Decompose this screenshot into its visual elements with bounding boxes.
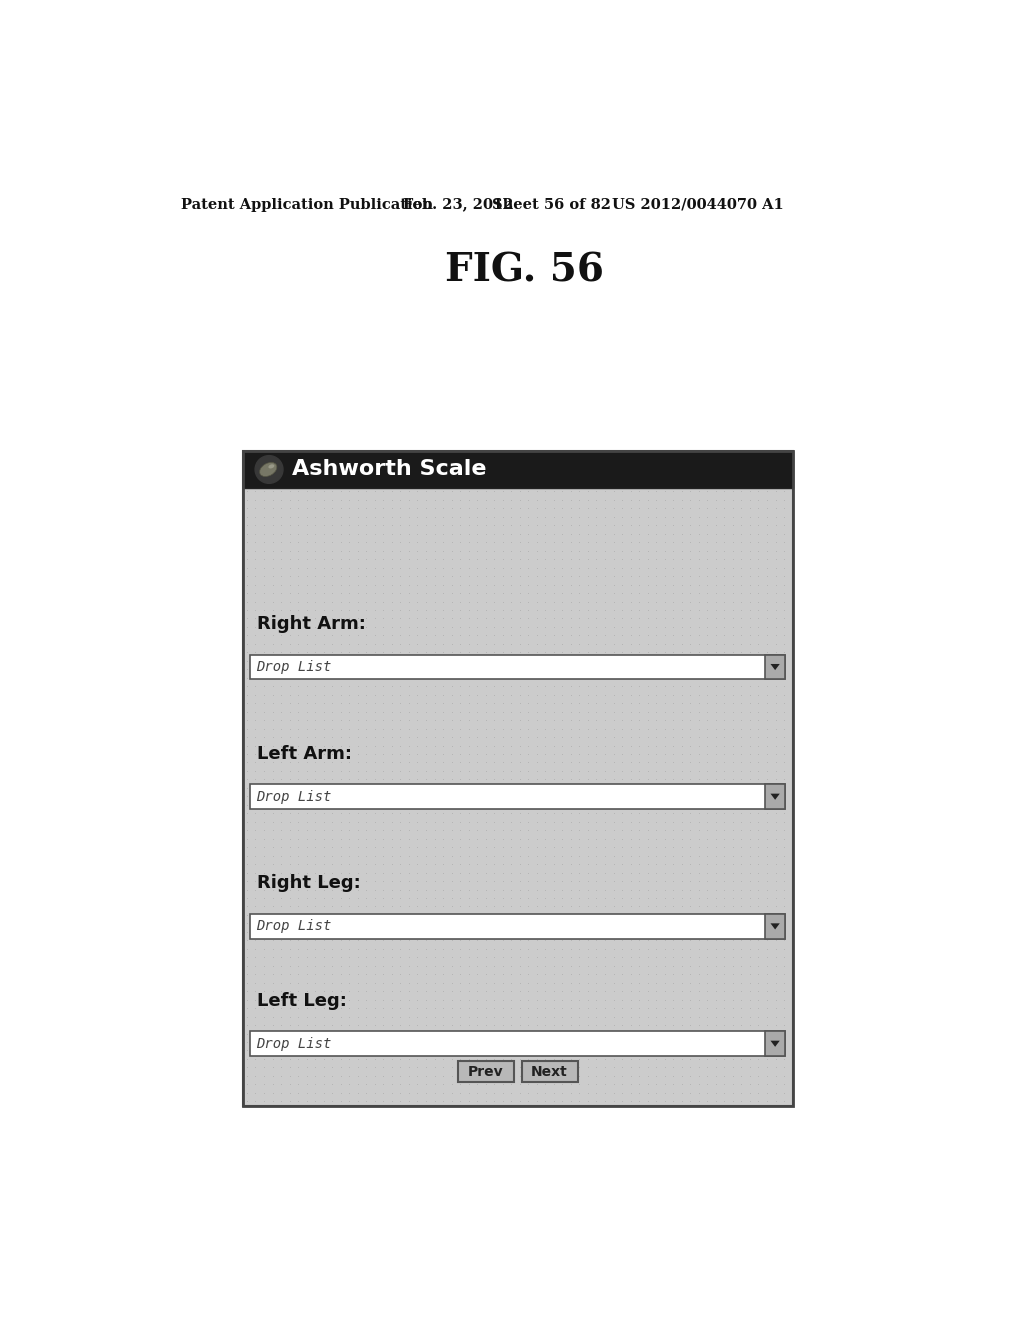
Polygon shape — [770, 793, 779, 800]
Bar — [765, 784, 785, 809]
Text: Prev: Prev — [468, 1064, 504, 1078]
Text: Patent Application Publication: Patent Application Publication — [180, 198, 433, 211]
Text: Feb. 23, 2012: Feb. 23, 2012 — [403, 198, 514, 211]
Polygon shape — [770, 664, 779, 671]
Text: FIG. 56: FIG. 56 — [445, 251, 604, 289]
Bar — [765, 1031, 785, 1056]
Text: Drop List: Drop List — [256, 660, 331, 675]
Bar — [521, 1061, 578, 1082]
Ellipse shape — [260, 462, 276, 477]
Text: Left Leg:: Left Leg: — [257, 991, 346, 1010]
Bar — [243, 451, 793, 1106]
Circle shape — [255, 455, 283, 483]
Text: Ashworth Scale: Ashworth Scale — [292, 459, 486, 479]
Text: Drop List: Drop List — [256, 789, 331, 804]
Text: Drop List: Drop List — [256, 1036, 331, 1051]
Polygon shape — [770, 1040, 779, 1047]
Bar — [251, 655, 785, 680]
Bar — [251, 784, 785, 809]
Text: Right Arm:: Right Arm: — [257, 615, 366, 632]
Text: Drop List: Drop List — [256, 920, 331, 933]
Bar — [765, 655, 785, 680]
Bar — [243, 451, 793, 1106]
Bar — [458, 1061, 514, 1082]
Ellipse shape — [268, 465, 274, 469]
Text: Sheet 56 of 82: Sheet 56 of 82 — [493, 198, 611, 211]
Text: Left Arm:: Left Arm: — [257, 744, 351, 763]
Bar — [251, 913, 785, 939]
Polygon shape — [770, 923, 779, 929]
Bar — [765, 913, 785, 939]
Text: Right Leg:: Right Leg: — [257, 874, 360, 892]
Bar — [243, 451, 793, 488]
Bar — [251, 1031, 785, 1056]
Text: Next: Next — [531, 1064, 568, 1078]
Text: US 2012/0044070 A1: US 2012/0044070 A1 — [612, 198, 784, 211]
